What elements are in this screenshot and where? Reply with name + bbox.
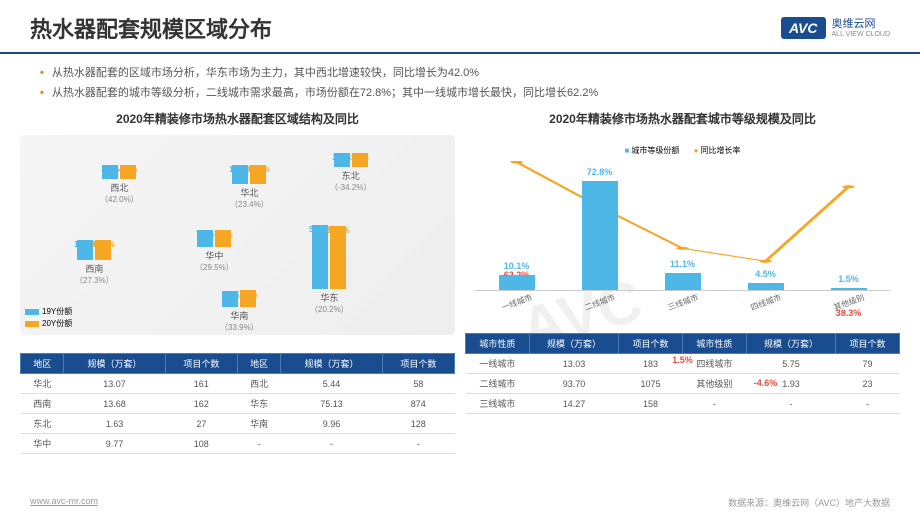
- footer-source: 数据来源：奥维云网（AVC）地产大数据: [728, 496, 890, 509]
- logo-badge: AVC: [781, 17, 826, 39]
- bc-col-4: 38.3% 1.5% 其他级别: [807, 288, 890, 290]
- header: 热水器配套规模区域分布 AVC 奥维云网 ALL VIEW CLOUD: [0, 0, 920, 54]
- bc-area: 62.2% 10.1% 一线城市23.9% 72.8% 二线城市1.5% 11.…: [475, 161, 890, 291]
- left-chart: 2020年精装修市场热水器配套区域结构及同比 19Y份额 20Y份额 3.6% …: [20, 110, 455, 454]
- region-华南: 7.1% 7.7% 华南（33.9%）: [220, 290, 259, 333]
- bc-col-2: 1.5% 11.1% 三线城市: [641, 273, 724, 290]
- region-西南: 10.2% 10.6% 西南（27.3%）: [75, 240, 114, 286]
- bc-col-1: 23.9% 72.8% 二线城市: [558, 181, 641, 290]
- logo-en: ALL VIEW CLOUD: [832, 31, 890, 38]
- right-chart: 2020年精装修市场热水器配套城市等级规模及同比 城市等级份额 同比增长率 62…: [465, 110, 900, 454]
- growth-line: [475, 161, 890, 290]
- map-legend: 19Y份额 20Y份额: [25, 306, 72, 330]
- bullet-1: 从热水器配套的区域市场分析，华东市场为主力，其中西北增速较快，同比增长为42.0…: [40, 64, 880, 80]
- bc-col-0: 62.2% 10.1% 一线城市: [475, 275, 558, 290]
- region-华东: 59.5% 58.4% 华东（20.2%）: [310, 225, 349, 315]
- left-table: 地区规模（万套）项目个数地区规模（万套）项目个数华北13.07161西北5.44…: [20, 353, 455, 454]
- bc-col-3: -4.6% 4.5% 四线城市: [724, 283, 807, 290]
- map-area: 19Y份额 20Y份额 3.6% 4.2% 西北（42.0%） 10.1% 10…: [20, 135, 455, 335]
- bullet-2: 从热水器配套的城市等级分析，二线城市需求最高，市场份额在72.8%；其中一线城市…: [40, 84, 880, 100]
- region-华中: 7.2% 7.6% 华中（29.5%）: [195, 230, 234, 273]
- region-东北: 2.4% 1.8% 东北（-34.2%）: [330, 153, 371, 193]
- right-title: 2020年精装修市场热水器配套城市等级规模及同比: [465, 110, 900, 127]
- footer: www.avc-mr.com 数据来源：奥维云网（AVC）地产大数据: [0, 496, 920, 509]
- logo-cn: 奥维云网: [832, 18, 890, 30]
- page-title: 热水器配套规模区域分布: [30, 12, 272, 44]
- logo: AVC 奥维云网 ALL VIEW CLOUD: [781, 17, 890, 39]
- bc-legend: 城市等级份额 同比增长率: [475, 145, 890, 156]
- bar-chart: 城市等级份额 同比增长率 62.2% 10.1% 一线城市23.9% 72.8%…: [465, 135, 900, 315]
- left-title: 2020年精装修市场热水器配套区域结构及同比: [20, 110, 455, 127]
- region-华北: 10.1% 10.2% 华北（23.4%）: [230, 165, 269, 210]
- footer-url[interactable]: www.avc-mr.com: [30, 496, 98, 509]
- right-table: 城市性质规模（万套）项目个数城市性质规模（万套）项目个数一线城市13.03183…: [465, 333, 900, 414]
- bullets: 从热水器配套的区域市场分析，华东市场为主力，其中西北增速较快，同比增长为42.0…: [0, 54, 920, 110]
- region-西北: 3.6% 4.2% 西北（42.0%）: [100, 165, 139, 205]
